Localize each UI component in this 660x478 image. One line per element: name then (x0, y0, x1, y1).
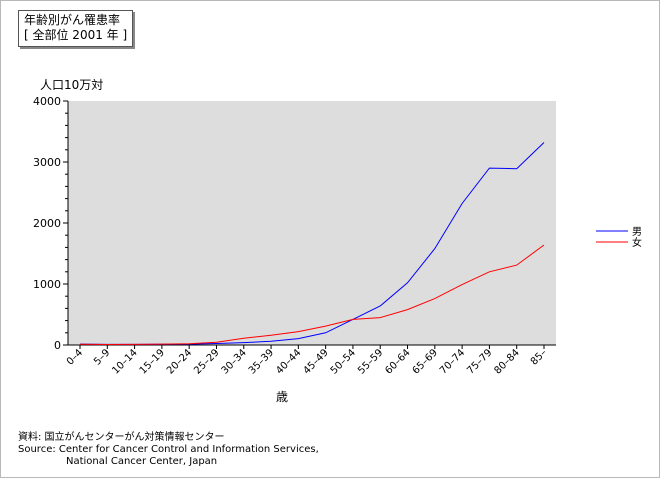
x-tick-label: 10–14 (110, 347, 139, 376)
source-line-en: Source: Center for Cancer Control and In… (18, 444, 319, 455)
legend: 男女 (596, 226, 642, 249)
y-tick-label: 2000 (33, 217, 61, 230)
x-tick-label: 70–74 (438, 347, 467, 376)
x-tick-label: 80–84 (493, 347, 522, 376)
x-tick-label: 30–34 (220, 347, 249, 376)
x-tick-label: 40–44 (274, 347, 303, 376)
series-lines (79, 142, 545, 346)
legend-label-male: 男 (632, 226, 642, 238)
x-tick-label: 75–79 (465, 347, 494, 376)
chart-title: 年齢別がん罹患率 (24, 13, 121, 27)
x-tick-label: 35–39 (247, 347, 276, 376)
x-tick-label: 0–4 (65, 347, 85, 367)
x-tick-label: 20–24 (165, 347, 194, 376)
x-tick-label: 15–19 (138, 347, 167, 376)
y-tick-label: 1000 (33, 278, 61, 291)
x-tick-label: 5–9 (92, 347, 112, 367)
y-tick-label: 4000 (33, 95, 61, 108)
source-line-ja: 資料: 国立がんセンターがん対策情報センター (18, 432, 225, 443)
legend-label-female: 女 (632, 236, 642, 249)
x-tick-label: 25–29 (192, 347, 221, 376)
series-line-female (79, 244, 545, 346)
x-tick-label: 45–49 (301, 347, 330, 376)
y-tick-label: 0 (54, 339, 61, 352)
x-axis-ticks: 0–4 5–910–1415–1920–2425–2930–3435–3940–4… (65, 345, 549, 377)
chart-subtitle: [ 全部位 2001 年 ] (24, 28, 128, 42)
plot-area (68, 101, 556, 345)
x-tick-label: 85– (529, 347, 549, 367)
source-note: 資料: 国立がんセンターがん対策情報センター Source: Center fo… (18, 432, 319, 468)
y-axis-ticks: 0 1000 2000 3000 4000 (33, 95, 68, 352)
y-axis-label: 人口10万対 (40, 78, 103, 92)
x-tick-label: 65–69 (411, 347, 440, 376)
y-tick-label: 3000 (33, 156, 61, 169)
x-tick-label: 55–59 (356, 347, 385, 376)
x-tick-label: 50–54 (329, 347, 358, 376)
x-tick-label: 60–64 (383, 347, 412, 376)
chart-title-box: 年齢別がん罹患率 [ 全部位 2001 年 ] (18, 10, 134, 47)
source-line-en-2: National Cancer Center, Japan (66, 456, 218, 467)
x-axis-label: 歳 (276, 390, 288, 404)
